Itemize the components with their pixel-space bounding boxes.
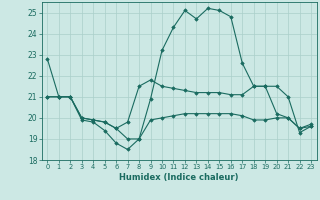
X-axis label: Humidex (Indice chaleur): Humidex (Indice chaleur) [119, 173, 239, 182]
